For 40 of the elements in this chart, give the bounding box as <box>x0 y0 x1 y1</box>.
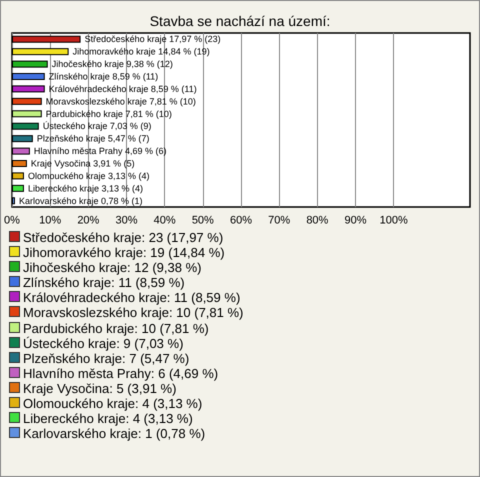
text: Středočeského kraje: 23 (17,97 %) <box>22 230 224 246</box>
x-tick-label: 50% <box>192 214 214 226</box>
text: Moravskoslezského kraje: 10 (7,81 %) <box>22 305 244 321</box>
x-tick-label: 40% <box>154 214 176 226</box>
data-label: Královéhradeckého kraje 8,59 % (11) <box>48 84 197 94</box>
text: Královéhradeckého kraje: 11 (8,59 %) <box>22 290 242 306</box>
data-label: Libereckého kraje 3,13 % (4) <box>28 183 144 194</box>
text: Pardubického kraje: 10 (7,81 %) <box>22 320 210 336</box>
text: Zlínského kraje: 11 (8,59 %) <box>22 275 186 290</box>
data-label: Kraje Vysočina 3,91 % (5) <box>30 158 135 168</box>
x-tick-label: 20% <box>77 214 100 226</box>
data-label: Plzeňského kraje 5,47 % (7) <box>36 134 150 144</box>
data-label: Středočeského kraje 17,97 % (23) <box>84 34 221 44</box>
text: Kraje Vysočina: 5 (3,91 %) <box>22 380 176 396</box>
text: Karlovarského kraje: 1 (0,78 %) <box>22 426 206 442</box>
text: Jihomoravkého kraje: 19 (14,84 %) <box>22 245 226 260</box>
x-tick-label: 0% <box>4 214 20 226</box>
x-tick-label: 70% <box>268 214 290 226</box>
data-label: Pardubického kraje 7,81 % (10) <box>46 108 172 119</box>
x-tick-label: 80% <box>306 214 329 226</box>
x-tick-label: 90% <box>344 214 367 226</box>
data-label: Jihočeského kraje 9,38 % (12) <box>52 59 173 70</box>
data-label: Moravskoslezského kraje 7,81 % (10) <box>46 96 196 106</box>
text: Jihočeského kraje: 12 (9,38 %) <box>22 260 202 276</box>
x-tick-label: 10% <box>39 214 62 226</box>
data-label: Ústeckého kraje 7,03 % (9) <box>42 121 152 132</box>
text: Libereckého kraje: 4 (3,13 %) <box>22 411 194 426</box>
x-tick-label: 30% <box>115 214 138 226</box>
text: Hlavního města Prahy: 6 (4,69 %) <box>22 366 220 381</box>
text: Olomouckého kraje: 4 (3,13 %) <box>22 396 204 412</box>
data-label: Jihomoravkého kraje 14,84 % (19) <box>72 46 210 57</box>
chart-title: Stavba se nachází na území: <box>150 13 330 29</box>
text: Ústeckého kraje: 9 (7,03 %) <box>22 336 184 351</box>
data-label: Zlínského kraje 8,59 % (11) <box>48 72 158 82</box>
text: Plzeňského kraje: 7 (5,47 %) <box>22 350 190 366</box>
data-label: Karlovarského kraje 0,78 % (1) <box>18 196 143 206</box>
data-label: Olomouckého kraje 3,13 % (4) <box>28 170 150 181</box>
x-tick-label: 60% <box>230 214 252 226</box>
data-label: Hlavního města Prahy 4,69 % (6) <box>34 146 166 156</box>
x-tick-label: 100% <box>380 214 408 226</box>
